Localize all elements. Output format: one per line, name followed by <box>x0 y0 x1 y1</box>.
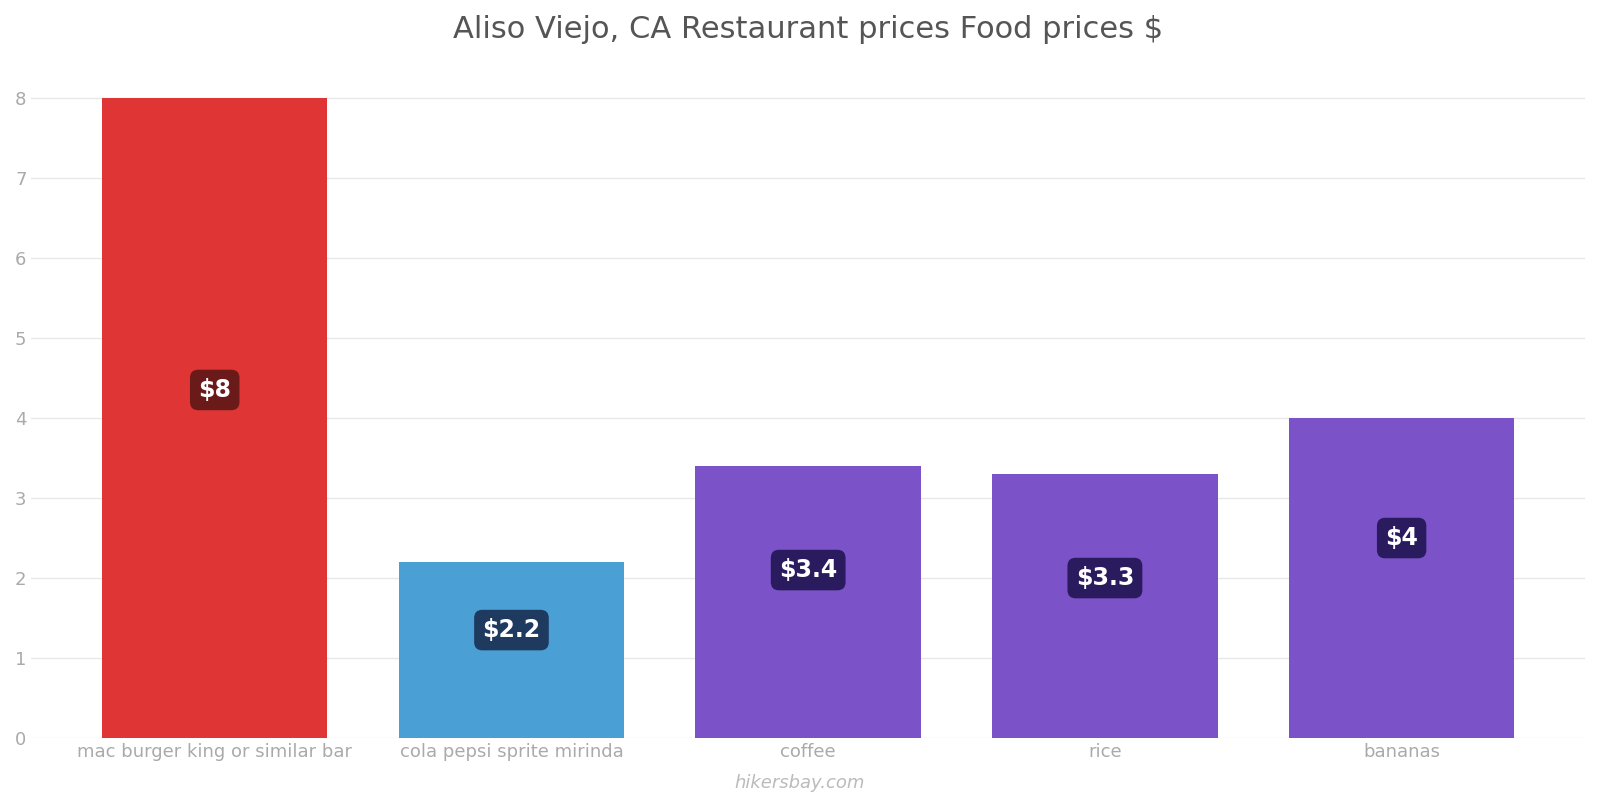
Bar <box>992 474 1218 738</box>
Bar <box>696 466 922 738</box>
Text: $3.3: $3.3 <box>1075 566 1134 590</box>
Bar <box>102 98 328 738</box>
Text: $8: $8 <box>198 378 232 402</box>
Bar <box>398 562 624 738</box>
Text: $4: $4 <box>1386 526 1418 550</box>
Text: hikersbay.com: hikersbay.com <box>734 774 866 792</box>
Text: $3.4: $3.4 <box>779 558 837 582</box>
Bar <box>1290 418 1514 738</box>
Text: $2.2: $2.2 <box>482 618 541 642</box>
Title: Aliso Viejo, CA Restaurant prices Food prices $: Aliso Viejo, CA Restaurant prices Food p… <box>453 15 1163 44</box>
